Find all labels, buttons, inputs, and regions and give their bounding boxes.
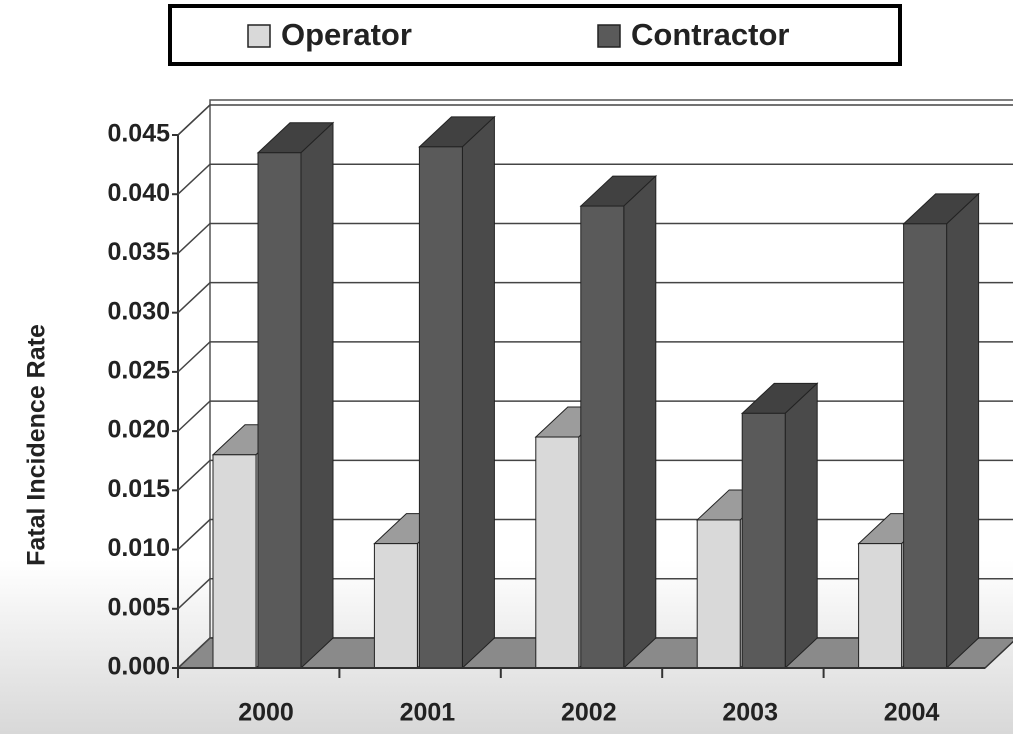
bar-side	[946, 192, 980, 670]
x-tick-label: 2000	[238, 699, 294, 727]
grid-line	[177, 341, 1013, 373]
y-tick-label: 0.015	[107, 475, 170, 503]
bar	[373, 543, 418, 669]
y-tick-label: 0.040	[107, 179, 170, 207]
y-tick-label: 0.010	[107, 534, 170, 562]
bar-side	[784, 382, 818, 670]
bar	[580, 205, 625, 669]
x-tick-label: 2002	[561, 699, 617, 727]
y-axis-label: Fatal Incidence Rate	[23, 324, 51, 566]
legend-label: Operator	[281, 17, 412, 52]
bar	[257, 152, 302, 669]
grid-line	[177, 400, 1013, 432]
bar	[741, 412, 786, 669]
y-tick-label: 0.020	[107, 416, 170, 444]
y-tick-label: 0.035	[107, 238, 170, 266]
legend-swatch	[597, 24, 621, 48]
grid-line	[177, 281, 1013, 314]
bar-side	[623, 174, 657, 670]
bar-side	[300, 121, 334, 670]
bar	[535, 436, 580, 669]
grid-line	[177, 222, 1013, 254]
bar	[903, 223, 948, 669]
bar	[696, 519, 741, 669]
bar	[212, 454, 257, 669]
bar-side	[461, 115, 495, 670]
y-tick-label: 0.000	[107, 653, 170, 681]
bar	[858, 543, 903, 669]
back-wall	[209, 99, 1013, 639]
grid-line	[177, 104, 1013, 136]
x-tick-label: 2003	[722, 699, 778, 727]
legend-swatch	[247, 24, 271, 48]
legend-label: Contractor	[631, 17, 789, 52]
y-tick-label: 0.005	[107, 593, 170, 621]
grid-line	[177, 163, 1013, 195]
y-tick-label: 0.025	[107, 356, 170, 384]
x-tick-label: 2004	[884, 699, 940, 727]
y-tick-label: 0.030	[107, 297, 170, 325]
x-tick-label: 2001	[400, 699, 456, 727]
y-tick-label: 0.045	[107, 120, 170, 148]
bar	[418, 146, 463, 669]
legend-box	[168, 4, 902, 66]
